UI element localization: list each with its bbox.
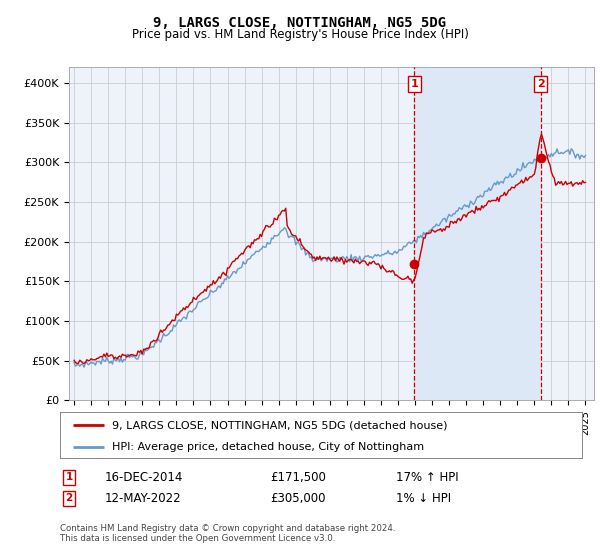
Text: £305,000: £305,000 (270, 492, 325, 505)
Text: 2: 2 (65, 493, 73, 503)
Bar (415, 67, 541, 400)
Text: £171,500: £171,500 (270, 470, 326, 484)
Text: 9, LARGS CLOSE, NOTTINGHAM, NG5 5DG: 9, LARGS CLOSE, NOTTINGHAM, NG5 5DG (154, 16, 446, 30)
Text: 1: 1 (410, 79, 418, 89)
Text: 9, LARGS CLOSE, NOTTINGHAM, NG5 5DG (detached house): 9, LARGS CLOSE, NOTTINGHAM, NG5 5DG (det… (112, 420, 448, 430)
Text: 16-DEC-2014: 16-DEC-2014 (105, 470, 184, 484)
Text: 1: 1 (65, 472, 73, 482)
Text: Price paid vs. HM Land Registry's House Price Index (HPI): Price paid vs. HM Land Registry's House … (131, 28, 469, 41)
Text: 12-MAY-2022: 12-MAY-2022 (105, 492, 182, 505)
Text: Contains HM Land Registry data © Crown copyright and database right 2024.
This d: Contains HM Land Registry data © Crown c… (60, 524, 395, 543)
Text: 17% ↑ HPI: 17% ↑ HPI (396, 470, 458, 484)
Text: 2: 2 (537, 79, 545, 89)
Text: HPI: Average price, detached house, City of Nottingham: HPI: Average price, detached house, City… (112, 442, 424, 451)
Text: 1% ↓ HPI: 1% ↓ HPI (396, 492, 451, 505)
